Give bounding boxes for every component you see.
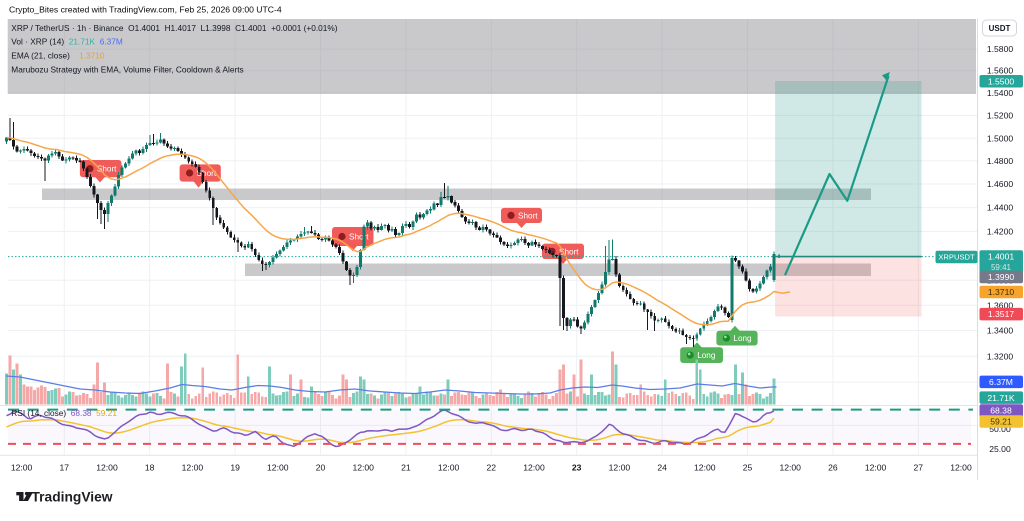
svg-text:12:00: 12:00 (523, 462, 545, 472)
svg-text:1.3710: 1.3710 (988, 287, 1015, 297)
svg-text:23: 23 (572, 462, 582, 472)
svg-text:12:00: 12:00 (267, 462, 289, 472)
svg-text:12:00: 12:00 (865, 462, 887, 472)
svg-text:EMA (21, close) 1.3710: EMA (21, close) 1.3710 (11, 51, 105, 61)
svg-text:Short: Short (518, 211, 538, 220)
svg-text:59.21: 59.21 (990, 417, 1012, 427)
svg-text:Short: Short (349, 233, 369, 242)
svg-text:1.5200: 1.5200 (987, 111, 1014, 121)
svg-text:17: 17 (60, 462, 70, 472)
svg-text:27: 27 (914, 462, 924, 472)
svg-text:12:00: 12:00 (950, 462, 972, 472)
svg-text:1.4400: 1.4400 (987, 203, 1014, 213)
svg-text:1.5000: 1.5000 (987, 133, 1014, 143)
svg-text:12:00: 12:00 (11, 462, 33, 472)
svg-text:12:00: 12:00 (609, 462, 631, 472)
svg-text:21.71K: 21.71K (987, 393, 1015, 403)
svg-text:6.37M: 6.37M (989, 377, 1013, 387)
svg-text:1.4200: 1.4200 (987, 227, 1014, 237)
svg-text:Vol · XRP (14) 21.71K 6.37M: Vol · XRP (14) 21.71K 6.37M (11, 37, 123, 47)
svg-text:12:00: 12:00 (438, 462, 460, 472)
svg-text:12:00: 12:00 (96, 462, 118, 472)
svg-text:22: 22 (487, 462, 497, 472)
svg-text:25.00: 25.00 (989, 444, 1011, 454)
svg-text:Long: Long (733, 334, 752, 343)
svg-text:18: 18 (145, 462, 155, 472)
svg-text:1.5600: 1.5600 (987, 66, 1014, 76)
svg-text:1.3200: 1.3200 (987, 351, 1014, 361)
svg-text:RSI (14, close) 68.38 59.21: RSI (14, close) 68.38 59.21 (11, 408, 117, 418)
svg-text:1.4800: 1.4800 (987, 156, 1014, 166)
svg-text:12:00: 12:00 (694, 462, 716, 472)
svg-text:TradingView: TradingView (32, 490, 113, 505)
svg-text:USDT: USDT (989, 24, 1011, 33)
svg-text:25: 25 (743, 462, 753, 472)
svg-text:68.38: 68.38 (990, 406, 1012, 416)
svg-text:1.5400: 1.5400 (987, 88, 1014, 98)
svg-text:20: 20 (316, 462, 326, 472)
svg-text:12:00: 12:00 (182, 462, 204, 472)
svg-text:XRP / TetherUS · 1h · Binance: XRP / TetherUS · 1h · Binance O1.4001 H1… (11, 23, 337, 33)
svg-text:Long: Long (697, 351, 716, 360)
svg-text:1.4600: 1.4600 (987, 179, 1014, 189)
svg-text:12:00: 12:00 (779, 462, 801, 472)
svg-text:XRPUSDT: XRPUSDT (938, 253, 975, 262)
svg-text:Crypto_Bites created with Trad: Crypto_Bites created with TradingView.co… (9, 5, 282, 15)
svg-text:1.5500: 1.5500 (988, 76, 1015, 86)
svg-text:1.3517: 1.3517 (988, 309, 1015, 319)
svg-text:19: 19 (230, 462, 240, 472)
svg-text:26: 26 (828, 462, 838, 472)
svg-text:1.5800: 1.5800 (987, 44, 1014, 54)
svg-text:24: 24 (657, 462, 667, 472)
svg-text:12:00: 12:00 (352, 462, 374, 472)
svg-text:59:41: 59:41 (991, 263, 1012, 272)
svg-text:Marubozu Strategy with EMA, Vo: Marubozu Strategy with EMA, Volume Filte… (11, 65, 243, 75)
svg-text:1.3990: 1.3990 (988, 272, 1015, 282)
svg-text:1.4001: 1.4001 (988, 251, 1015, 261)
svg-text:21: 21 (401, 462, 411, 472)
svg-text:1.3400: 1.3400 (987, 326, 1014, 336)
